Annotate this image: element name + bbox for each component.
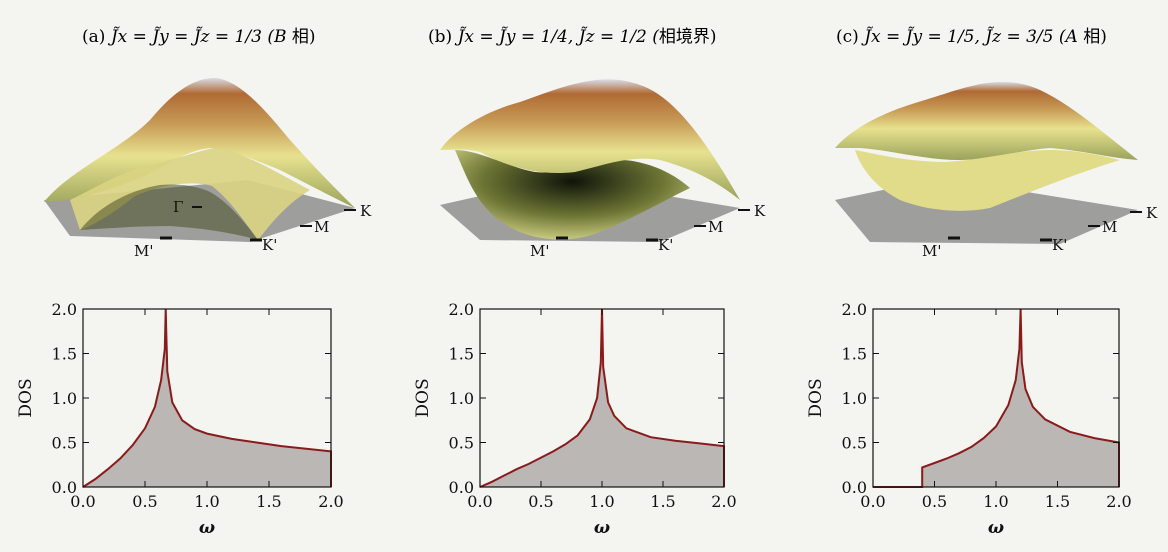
y-tick-label: 2.0 (449, 300, 474, 319)
x-axis-title: ω (594, 518, 610, 538)
x-tick-label: 0.0 (467, 492, 492, 511)
x-tick-label: 1.0 (194, 492, 219, 511)
x-tick-label: 1.0 (983, 492, 1008, 511)
y-tick-label: 1.5 (52, 345, 77, 364)
label-m: M (314, 218, 329, 236)
y-tick-label: 0.5 (842, 434, 867, 453)
label-k: K (1146, 204, 1158, 222)
x-tick-label: 2.0 (1106, 492, 1131, 511)
panel-a-title: (a) J̃x = J̃y = J̃z = 1/3 (B 相) (82, 27, 316, 47)
band-surface-upper (440, 79, 740, 200)
band-surface-upper (835, 81, 1138, 160)
y-tick-label: 1.0 (52, 389, 77, 408)
band-surface-lower (855, 150, 1120, 211)
y-axis-title: DOS (413, 378, 433, 417)
dos-curve (82, 308, 332, 488)
dos-chart-b: 0.0 0.5 1.0 1.5 2.0 0.0 0.5 1.0 1.5 2.0 ω DOS (413, 300, 737, 538)
y-tick-label: 2.0 (52, 300, 77, 319)
y-tick-label: 1.0 (842, 389, 867, 408)
x-tick-label: 0.0 (70, 492, 95, 511)
x-tick-label: 1.5 (256, 492, 281, 511)
dos-area-fill (480, 309, 724, 487)
y-tick-label: 2.0 (842, 300, 867, 319)
y-tick-label: 1.5 (449, 345, 474, 364)
band-surface-dark (80, 184, 258, 240)
y-tick-label: 0.0 (52, 478, 77, 497)
x-axis-title: ω (199, 518, 215, 538)
label-m-prime: M' (134, 242, 153, 260)
label-gamma: Γ (173, 198, 183, 216)
y-axis-title: DOS (806, 378, 826, 417)
x-axis-title: ω (988, 518, 1004, 538)
x-tick-label: 1.0 (589, 492, 614, 511)
panel-c-title: (c) J̃x = J̃y = 1/5, J̃z = 3/5 (A 相) (836, 27, 1107, 47)
label-m: M (1102, 218, 1117, 236)
panel-c-surface-plot: K M M' K' (835, 81, 1158, 260)
label-k-prime: K' (1052, 236, 1067, 254)
dos-chart-a: 0.0 0.5 1.0 1.5 2.0 0.0 0.5 1.0 1.5 2.0 ω DOS (16, 300, 344, 538)
x-tick-label: 0.0 (860, 492, 885, 511)
x-tick-label: 2.0 (318, 492, 343, 511)
dos-curve (873, 308, 1120, 488)
dos-area-fill (873, 309, 1119, 487)
x-tick-label: 1.5 (1045, 492, 1070, 511)
label-m-prime: M' (922, 242, 941, 260)
y-tick-label: 0.0 (842, 478, 867, 497)
x-tick-label: 0.5 (528, 492, 553, 511)
y-tick-label: 1.0 (449, 389, 474, 408)
panel-b-surface-plot: K M M' K' (440, 79, 766, 260)
x-tick-label: 2.0 (711, 492, 736, 511)
x-tick-label: 0.5 (132, 492, 157, 511)
label-k: K (360, 202, 372, 220)
panel-b-title: (b) J̃x = J̃y = 1/4, J̃z = 1/2 (相境界) (428, 27, 717, 47)
x-tick-label: 0.5 (922, 492, 947, 511)
panel-a-surface-plot: Γ K M M' K' (44, 78, 372, 260)
label-m-prime: M' (530, 242, 549, 260)
dos-chart-c: 0.0 0.5 1.0 1.5 2.0 0.0 0.5 1.0 1.5 2.0 ω DOS (806, 300, 1132, 538)
band-surface-bowl (455, 150, 690, 240)
band-surface-lower (70, 148, 310, 240)
y-tick-label: 0.5 (449, 434, 474, 453)
y-tick-label: 0.0 (449, 478, 474, 497)
x-tick-label: 1.5 (650, 492, 675, 511)
label-k: K (754, 202, 766, 220)
y-axis-title: DOS (16, 378, 36, 417)
label-k-prime: K' (262, 236, 277, 254)
dos-curve (479, 308, 725, 488)
y-tick-label: 0.5 (52, 434, 77, 453)
dos-area-fill (83, 309, 331, 487)
label-m: M (708, 218, 723, 236)
label-k-prime: K' (658, 236, 673, 254)
y-tick-label: 1.5 (842, 345, 867, 364)
